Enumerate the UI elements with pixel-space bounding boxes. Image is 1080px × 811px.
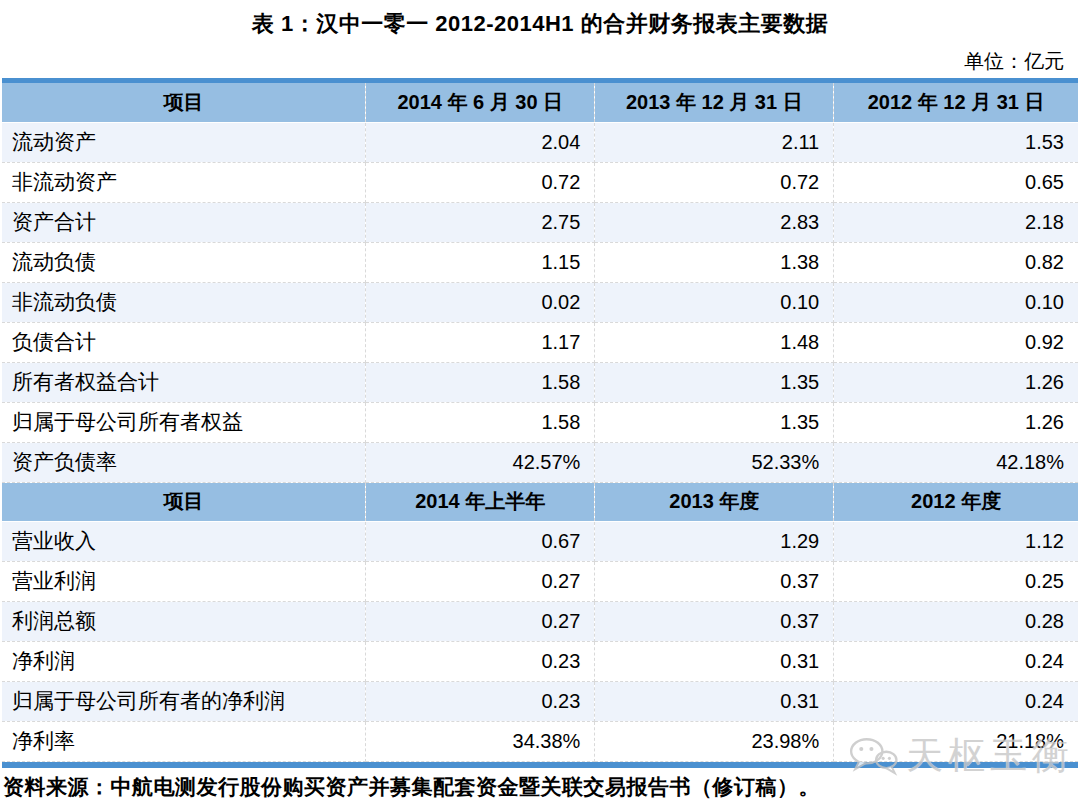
- row-label-cell: 非流动资产: [2, 162, 366, 202]
- row-label-cell: 净利率: [2, 721, 366, 761]
- table-row: 非流动负债0.020.100.10: [2, 282, 1078, 322]
- value-cell: 0.27: [366, 601, 595, 641]
- period-column-header: 2012 年 12 月 31 日: [834, 83, 1078, 122]
- value-cell: 0.24: [834, 641, 1078, 681]
- section-header-row: 项目2014 年 6 月 30 日2013 年 12 月 31 日2012 年 …: [2, 83, 1078, 122]
- row-label-cell: 流动负债: [2, 242, 366, 282]
- row-label-cell: 负债合计: [2, 322, 366, 362]
- value-cell: 1.12: [834, 521, 1078, 561]
- row-label-cell: 营业利润: [2, 561, 366, 601]
- value-cell: 42.18%: [834, 442, 1078, 482]
- table-row: 资产负债率42.57%52.33%42.18%: [2, 442, 1078, 482]
- table-row: 营业利润0.270.370.25: [2, 561, 1078, 601]
- value-cell: 52.33%: [595, 442, 834, 482]
- value-cell: 0.82: [834, 242, 1078, 282]
- row-label-cell: 归属于母公司所有者的净利润: [2, 681, 366, 721]
- value-cell: 1.29: [595, 521, 834, 561]
- value-cell: 0.27: [366, 561, 595, 601]
- item-column-header: 项目: [2, 83, 366, 122]
- value-cell: 0.65: [834, 162, 1078, 202]
- table-row: 负债合计1.171.480.92: [2, 322, 1078, 362]
- financial-table-body: 项目2014 年 6 月 30 日2013 年 12 月 31 日2012 年 …: [2, 83, 1078, 761]
- value-cell: 23.98%: [595, 721, 834, 761]
- table-row: 资产合计2.752.832.18: [2, 202, 1078, 242]
- row-label-cell: 营业收入: [2, 521, 366, 561]
- item-column-header: 项目: [2, 482, 366, 521]
- unit-label: 单位：亿元: [0, 48, 1080, 78]
- row-label-cell: 所有者权益合计: [2, 362, 366, 402]
- source-note: 资料来源：中航电测发行股份购买资产并募集配套资金暨关联交易报告书（修订稿）。: [0, 768, 1080, 801]
- period-column-header: 2013 年度: [595, 482, 834, 521]
- value-cell: 0.37: [595, 561, 834, 601]
- value-cell: 0.10: [595, 282, 834, 322]
- table-row: 净利润0.230.310.24: [2, 641, 1078, 681]
- value-cell: 0.92: [834, 322, 1078, 362]
- value-cell: 0.24: [834, 681, 1078, 721]
- value-cell: 1.17: [366, 322, 595, 362]
- section-header-row: 项目2014 年上半年2013 年度2012 年度: [2, 482, 1078, 521]
- report-page: 表 1：汉中一零一 2012-2014H1 的合并财务报表主要数据 单位：亿元 …: [0, 0, 1080, 811]
- value-cell: 2.83: [595, 202, 834, 242]
- value-cell: 0.72: [366, 162, 595, 202]
- table-row: 归属于母公司所有者权益1.581.351.26: [2, 402, 1078, 442]
- row-label-cell: 流动资产: [2, 122, 366, 162]
- value-cell: 2.11: [595, 122, 834, 162]
- value-cell: 1.53: [834, 122, 1078, 162]
- value-cell: 0.31: [595, 681, 834, 721]
- value-cell: 1.48: [595, 322, 834, 362]
- table-row: 归属于母公司所有者的净利润0.230.310.24: [2, 681, 1078, 721]
- table-row: 利润总额0.270.370.28: [2, 601, 1078, 641]
- table-row: 流动资产2.042.111.53: [2, 122, 1078, 162]
- value-cell: 0.23: [366, 641, 595, 681]
- table-row: 非流动资产0.720.720.65: [2, 162, 1078, 202]
- row-label-cell: 归属于母公司所有者权益: [2, 402, 366, 442]
- value-cell: 0.28: [834, 601, 1078, 641]
- value-cell: 42.57%: [366, 442, 595, 482]
- row-label-cell: 资产合计: [2, 202, 366, 242]
- value-cell: 1.15: [366, 242, 595, 282]
- value-cell: 0.25: [834, 561, 1078, 601]
- row-label-cell: 利润总额: [2, 601, 366, 641]
- period-column-header: 2014 年上半年: [366, 482, 595, 521]
- row-label-cell: 资产负债率: [2, 442, 366, 482]
- value-cell: 2.75: [366, 202, 595, 242]
- value-cell: 1.38: [595, 242, 834, 282]
- value-cell: 0.67: [366, 521, 595, 561]
- value-cell: 1.35: [595, 362, 834, 402]
- value-cell: 1.26: [834, 362, 1078, 402]
- value-cell: 1.26: [834, 402, 1078, 442]
- period-column-header: 2014 年 6 月 30 日: [366, 83, 595, 122]
- value-cell: 0.10: [834, 282, 1078, 322]
- table-row: 流动负债1.151.380.82: [2, 242, 1078, 282]
- value-cell: 21.18%: [834, 721, 1078, 761]
- value-cell: 0.72: [595, 162, 834, 202]
- table-row: 营业收入0.671.291.12: [2, 521, 1078, 561]
- financial-table-wrap: 项目2014 年 6 月 30 日2013 年 12 月 31 日2012 年 …: [2, 78, 1078, 768]
- value-cell: 2.04: [366, 122, 595, 162]
- value-cell: 0.37: [595, 601, 834, 641]
- value-cell: 0.23: [366, 681, 595, 721]
- value-cell: 0.31: [595, 641, 834, 681]
- value-cell: 1.58: [366, 402, 595, 442]
- table-row: 净利率34.38%23.98%21.18%: [2, 721, 1078, 761]
- value-cell: 1.35: [595, 402, 834, 442]
- period-column-header: 2012 年度: [834, 482, 1078, 521]
- table-row: 所有者权益合计1.581.351.26: [2, 362, 1078, 402]
- row-label-cell: 净利润: [2, 641, 366, 681]
- value-cell: 34.38%: [366, 721, 595, 761]
- table-title: 表 1：汉中一零一 2012-2014H1 的合并财务报表主要数据: [0, 0, 1080, 48]
- value-cell: 2.18: [834, 202, 1078, 242]
- period-column-header: 2013 年 12 月 31 日: [595, 83, 834, 122]
- row-label-cell: 非流动负债: [2, 282, 366, 322]
- financial-table: 项目2014 年 6 月 30 日2013 年 12 月 31 日2012 年 …: [2, 83, 1078, 762]
- value-cell: 1.58: [366, 362, 595, 402]
- value-cell: 0.02: [366, 282, 595, 322]
